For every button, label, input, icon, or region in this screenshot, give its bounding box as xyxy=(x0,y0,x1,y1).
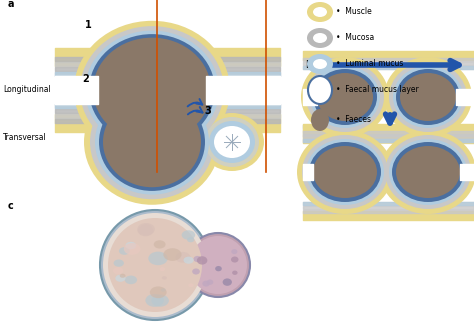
Ellipse shape xyxy=(148,251,168,265)
Ellipse shape xyxy=(95,89,209,195)
Ellipse shape xyxy=(207,280,213,285)
Ellipse shape xyxy=(125,276,137,284)
Text: 1: 1 xyxy=(85,20,92,30)
Ellipse shape xyxy=(214,126,250,158)
Ellipse shape xyxy=(187,237,194,242)
Ellipse shape xyxy=(120,274,126,278)
Text: •  Faeces: • Faeces xyxy=(336,115,371,125)
Ellipse shape xyxy=(103,97,201,187)
Ellipse shape xyxy=(192,268,200,275)
Ellipse shape xyxy=(84,79,220,205)
Ellipse shape xyxy=(164,248,182,261)
Text: •  Mucosa: • Mucosa xyxy=(336,33,374,43)
Ellipse shape xyxy=(396,69,460,125)
Ellipse shape xyxy=(126,242,136,250)
Ellipse shape xyxy=(385,135,471,209)
Ellipse shape xyxy=(231,249,237,254)
Text: Longitudinal: Longitudinal xyxy=(3,85,51,95)
Ellipse shape xyxy=(307,54,333,74)
Text: 3: 3 xyxy=(204,106,211,116)
Ellipse shape xyxy=(115,275,126,282)
Text: •  Faecal mucus layer: • Faecal mucus layer xyxy=(336,85,419,95)
Ellipse shape xyxy=(317,73,373,121)
Ellipse shape xyxy=(392,142,464,202)
Ellipse shape xyxy=(100,210,210,320)
Ellipse shape xyxy=(154,240,165,249)
Ellipse shape xyxy=(183,257,194,264)
Ellipse shape xyxy=(90,85,214,199)
Ellipse shape xyxy=(313,59,327,69)
Ellipse shape xyxy=(215,266,222,271)
Ellipse shape xyxy=(151,295,169,307)
Ellipse shape xyxy=(103,213,207,317)
Ellipse shape xyxy=(311,109,329,131)
Ellipse shape xyxy=(389,139,467,205)
Ellipse shape xyxy=(307,28,333,48)
Text: a: a xyxy=(8,0,15,9)
Ellipse shape xyxy=(232,270,237,275)
Ellipse shape xyxy=(306,139,384,205)
Ellipse shape xyxy=(313,7,327,17)
Ellipse shape xyxy=(297,130,393,214)
Ellipse shape xyxy=(396,146,460,198)
Ellipse shape xyxy=(74,21,230,159)
Ellipse shape xyxy=(309,142,381,202)
Ellipse shape xyxy=(197,256,207,265)
Ellipse shape xyxy=(380,130,474,214)
Text: c: c xyxy=(8,201,14,211)
Ellipse shape xyxy=(193,256,201,262)
Ellipse shape xyxy=(200,113,264,171)
Text: Transversal: Transversal xyxy=(3,132,47,142)
Ellipse shape xyxy=(202,281,210,286)
Ellipse shape xyxy=(186,233,250,297)
Ellipse shape xyxy=(189,236,247,294)
Ellipse shape xyxy=(302,135,388,209)
Ellipse shape xyxy=(140,224,152,232)
Ellipse shape xyxy=(306,62,384,132)
Ellipse shape xyxy=(124,243,140,255)
Ellipse shape xyxy=(209,121,255,163)
Ellipse shape xyxy=(231,256,238,263)
Text: •  Muscle: • Muscle xyxy=(336,8,372,16)
Ellipse shape xyxy=(114,260,124,267)
Ellipse shape xyxy=(301,57,389,137)
Ellipse shape xyxy=(313,69,377,125)
Ellipse shape xyxy=(175,252,191,263)
Ellipse shape xyxy=(119,247,130,255)
Ellipse shape xyxy=(150,286,167,298)
Ellipse shape xyxy=(93,38,211,142)
Text: •  Luminal mucus: • Luminal mucus xyxy=(336,60,403,68)
Ellipse shape xyxy=(85,30,219,149)
Ellipse shape xyxy=(188,284,194,287)
Ellipse shape xyxy=(313,146,377,198)
Ellipse shape xyxy=(137,223,155,235)
Text: 2: 2 xyxy=(82,74,89,84)
Ellipse shape xyxy=(80,26,224,154)
Ellipse shape xyxy=(308,76,332,104)
Ellipse shape xyxy=(162,276,167,280)
Ellipse shape xyxy=(99,93,205,191)
Ellipse shape xyxy=(89,34,215,146)
Ellipse shape xyxy=(205,117,259,167)
Ellipse shape xyxy=(310,66,380,128)
Ellipse shape xyxy=(137,225,153,236)
Ellipse shape xyxy=(108,218,202,312)
Ellipse shape xyxy=(161,288,166,292)
Ellipse shape xyxy=(384,57,472,137)
Ellipse shape xyxy=(389,62,467,132)
Ellipse shape xyxy=(182,230,195,240)
Ellipse shape xyxy=(400,73,456,121)
Ellipse shape xyxy=(146,294,164,307)
Ellipse shape xyxy=(223,278,232,286)
Ellipse shape xyxy=(307,2,333,22)
Ellipse shape xyxy=(160,267,165,271)
Ellipse shape xyxy=(393,66,463,128)
Ellipse shape xyxy=(313,33,327,43)
Ellipse shape xyxy=(113,267,123,274)
Text: b: b xyxy=(305,60,312,70)
